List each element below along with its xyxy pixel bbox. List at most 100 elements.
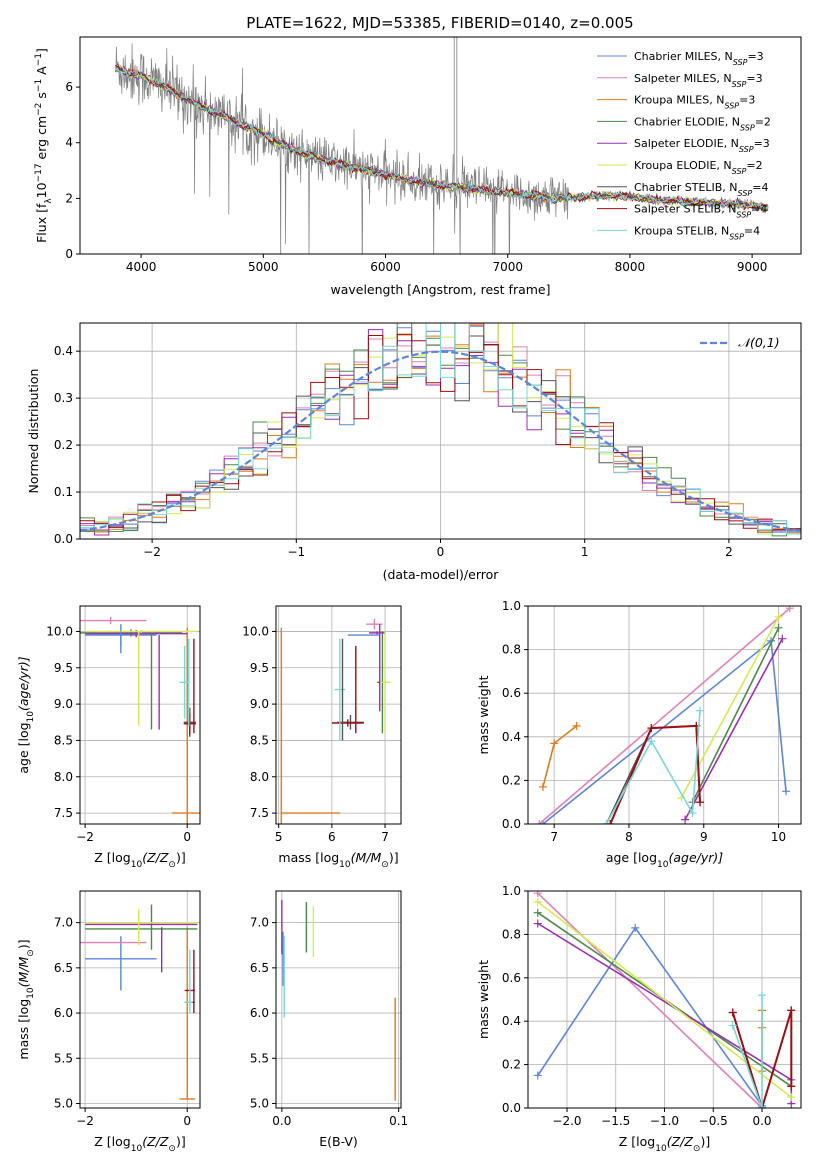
spectrum-y-label-part: A: [34, 66, 49, 79]
legend-name: Chabrier STELIB, N: [634, 181, 738, 194]
y-tick-label: 8.5: [54, 733, 73, 747]
y-tick-label: 0.8: [502, 643, 521, 657]
legend-nssp: =2: [755, 115, 771, 128]
y-tick-label: 6: [65, 80, 73, 94]
plot-area: [114, 37, 769, 254]
y-tick-label: 5.0: [54, 1096, 73, 1110]
spectrum-y-label-part: erg cm: [34, 116, 49, 164]
x-tick-label: 5: [275, 830, 283, 844]
legend-name: Chabrier ELODIE, N: [634, 115, 740, 128]
weight-line-salpeter-elodie: [684, 638, 784, 820]
axes-frame: [79, 36, 802, 255]
y-tick-label: 6.0: [250, 1006, 269, 1020]
y-tick-label: 0.1: [54, 485, 73, 499]
age-vs-mass-x-label-part: (M/M: [351, 850, 382, 865]
age-vs-z-x-label: Z [log10(Z/Z⊙)]: [94, 850, 185, 870]
weight-vs-z-panel: −2.0 −1.5 −1.0 −0.5 0.0 0.0 0.2 0.4 0.6 0.8 1.0 Z […: [476, 884, 802, 1154]
legend-label-salpeter-elodie: Salpeter ELODIE, NSSP=3: [634, 137, 770, 154]
weight-vs-z-x-label: Z [log10(Z/Z⊙)]: [619, 1134, 710, 1154]
mass-vs-z-y-label-part: ⊙: [26, 949, 36, 957]
x-tick-label: −0.5: [699, 1114, 728, 1128]
age-vs-z-panel: −2 07.58.08.59.09.510.0Z [log10(Z/Z⊙)]age…: [16, 605, 201, 870]
legend-ssp: SSP: [736, 210, 751, 219]
weight-marker-kroupa-miles: [538, 782, 547, 791]
weight-marker-chabrier-miles: [533, 1071, 542, 1080]
legend-label-salpeter-miles: Salpeter MILES, NSSP=3: [634, 72, 763, 89]
y-tick-label: 0.0: [54, 532, 73, 546]
weight-marker-salpeter-elodie: [533, 919, 542, 928]
weight-line-salpeter-stelib: [731, 1010, 793, 1108]
y-tick-label: 8.0: [54, 770, 73, 784]
legend-nssp: =4: [752, 181, 768, 194]
age-vs-z-x-label-part: (Z/Z: [142, 850, 169, 865]
x-tick-label: 9: [700, 830, 708, 844]
weight-marker-chabrier-elodie: [774, 623, 783, 632]
mass-vs-z-x-label-part: Z [log: [94, 1134, 130, 1149]
legend-nssp: =3: [739, 94, 755, 107]
mass-vs-z-x-label-part: (Z/Z: [142, 1134, 169, 1149]
weight-line-salpeter-miles: [538, 607, 791, 824]
weight-line-kroupa-stelib: [605, 710, 701, 824]
axes-frame: [275, 890, 402, 1109]
x-tick-label: 7: [381, 830, 389, 844]
mass-vs-ebv-x-label: E(B-V): [319, 1134, 358, 1149]
age-vs-z-x-label-part: 10: [131, 860, 143, 870]
legend-nssp: =4: [751, 203, 767, 216]
legend-nssp: =4: [744, 224, 760, 237]
residuals-x-label: (data-model)/error: [383, 567, 500, 582]
weight-marker-chabrier-miles: [782, 787, 791, 796]
weight-vs-age-x-label: age [log10(age/yr)]: [606, 850, 723, 870]
legend-label-kroupa-stelib: Kroupa STELIB, NSSP=4: [634, 224, 760, 241]
mass-vs-z-panel: −2 05.05.56.06.57.0Z [log10(Z/Z⊙)]mass [l…: [16, 890, 201, 1154]
y-tick-label: 7.0: [250, 916, 269, 930]
y-tick-label: 6.5: [250, 961, 269, 975]
normal-legend-label: 𝒩(0,1): [738, 335, 780, 350]
y-tick-label: 0.4: [502, 730, 521, 744]
weight-marker-kroupa-stelib: [688, 809, 697, 818]
spectrum-y-label-part: λ: [44, 198, 54, 204]
mass-vs-ebv-panel: 0.0 0.1 5.0 5.5 6.0 6.5 7.0 E(B-V): [250, 890, 408, 1149]
legend-nssp: =3: [746, 72, 762, 85]
spectrum-y-label-part: 10: [34, 182, 49, 198]
y-tick-label: 6.5: [54, 961, 73, 975]
legend-label-chabrier-stelib: Chabrier STELIB, NSSP=4: [634, 181, 768, 198]
x-tick-label: 2: [725, 545, 733, 559]
weight-marker-kroupa-stelib: [758, 991, 766, 1000]
x-tick-label: 6: [328, 830, 336, 844]
residuals-y-label: Normed distribution: [26, 369, 41, 494]
age-vs-mass-x-label-part: mass [log: [278, 850, 339, 865]
plot-area: [280, 619, 391, 824]
normal-reference-curve: [80, 350, 801, 532]
weight-marker-salpeter-stelib: [787, 1082, 796, 1091]
age-vs-z-y-label-part: age [log: [16, 722, 31, 773]
weight-marker-salpeter-miles: [535, 820, 544, 824]
weight-marker-salpeter-elodie: [681, 815, 690, 824]
weight-vs-age-x-label-part: 10: [657, 860, 669, 870]
spectrum-x-label: wavelength [Angstrom, rest frame]: [330, 282, 550, 297]
y-tick-label: 5.0: [250, 1096, 269, 1110]
x-tick-label: −2: [143, 545, 161, 559]
age-vs-z-y-label-part: (age/yr)]: [16, 656, 31, 711]
x-tick-label: −1.5: [601, 1114, 630, 1128]
legend-name: Kroupa STELIB, N: [634, 224, 729, 237]
x-tick-label: −1.0: [650, 1114, 679, 1128]
mass-vs-z-x-label-part: 10: [131, 1144, 143, 1154]
y-tick-label: 7.0: [54, 916, 73, 930]
weight-vs-z-y-label: mass weight: [476, 960, 491, 1039]
plot-area: [533, 891, 796, 1108]
spectrum-y-label-part: −1: [34, 79, 44, 92]
weight-marker-kroupa-stelib: [696, 706, 705, 715]
legend-label-salpeter-stelib: Salpeter STELIB, NSSP=4: [634, 203, 767, 220]
weight-line-kroupa-stelib: [732, 995, 763, 1108]
legend-nssp: =3: [754, 137, 770, 150]
weight-marker-kroupa-elodie: [774, 612, 783, 621]
y-tick-label: 4: [65, 136, 73, 150]
y-tick-label: 10.0: [46, 624, 73, 638]
y-tick-label: 0.0: [502, 817, 521, 831]
mass-vs-z-y-label-part: )]: [16, 939, 31, 949]
x-tick-label: 10: [771, 830, 786, 844]
y-tick-label: 0.0: [502, 1101, 521, 1115]
x-tick-label: 1: [581, 545, 589, 559]
